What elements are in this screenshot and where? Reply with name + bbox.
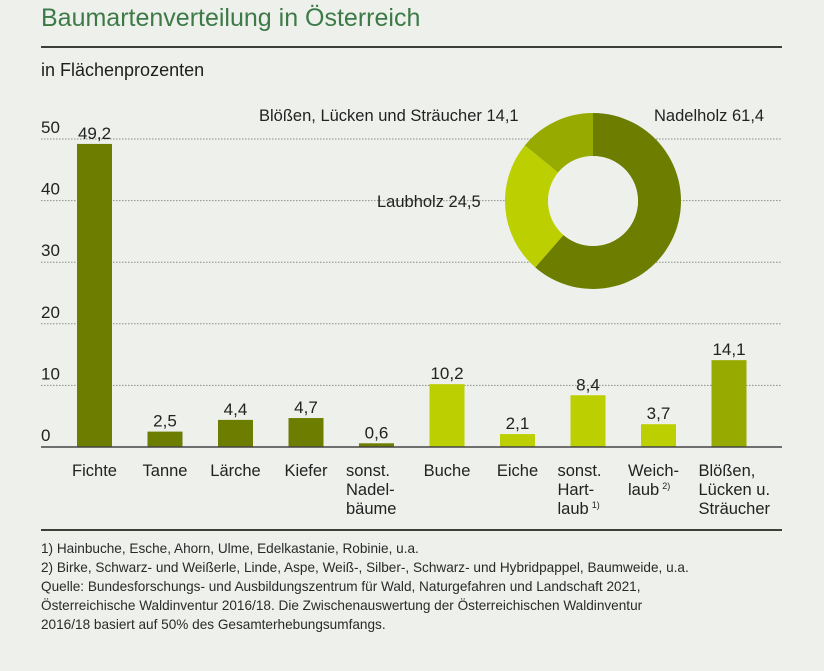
source-line-2: Österreichische Waldinventur 2016/18. Di…: [41, 598, 643, 613]
bar-value-label: 14,1: [712, 340, 745, 359]
bar-2: [218, 419, 253, 447]
x-category-label: Weich-: [628, 462, 679, 480]
x-category-label: laub 2): [628, 481, 670, 499]
bar-value-label: 49,2: [78, 124, 111, 143]
x-category-label: Sträucher: [699, 500, 771, 518]
bar-value-label: 3,7: [647, 404, 671, 423]
bar-value-label: 0,6: [365, 423, 389, 442]
x-category-label: Blößen,: [699, 462, 756, 480]
footnote-1: 1) Hainbuche, Esche, Ahorn, Ulme, Edelka…: [41, 541, 419, 556]
y-tick-label: 40: [41, 180, 60, 199]
bar-value-label: 10,2: [430, 364, 463, 383]
x-category-label: sonst.: [558, 462, 602, 480]
footnotes: 1) Hainbuche, Esche, Ahorn, Ulme, Edelka…: [41, 539, 689, 634]
bar-7: [570, 395, 606, 447]
y-tick-label: 20: [41, 303, 60, 322]
bar-3: [288, 418, 324, 447]
donut-label-laubholz: Laubholz 24,5: [377, 193, 481, 211]
chart-title: Baumartenverteilung in Österreich: [41, 4, 421, 32]
bar-1: [147, 431, 183, 447]
source-line-1: Quelle: Bundesforschungs- und Ausbildung…: [41, 579, 641, 594]
chart-subtitle: in Flächenprozenten: [41, 60, 205, 80]
donut-label-nadelholz: Nadelholz 61,4: [654, 107, 764, 125]
donut-slice-laubholz: [505, 145, 564, 268]
x-category-label: Nadel-: [346, 481, 395, 499]
bar-value-label: 4,4: [224, 400, 248, 419]
bar-value-label: 4,7: [294, 398, 318, 417]
bar-value-label: 2,5: [153, 412, 177, 431]
y-tick-label: 0: [41, 426, 50, 445]
footnote-marker: 2): [662, 481, 670, 491]
x-category-label: sonst.: [346, 462, 390, 480]
donut-slice-bloessen: [524, 113, 593, 173]
bar-5: [429, 384, 465, 447]
footer-divider: [41, 529, 782, 531]
bar-0: [77, 143, 112, 448]
x-category-label: laub 1): [558, 500, 600, 518]
x-category-label: Fichte: [72, 462, 117, 480]
source-line-3: 2016/18 basiert auf 50% des Gesamterhebu…: [41, 617, 386, 632]
x-category-label: Lücken u.: [699, 481, 771, 499]
bar-value-label: 2,1: [506, 414, 530, 433]
donut-hole: [548, 156, 638, 246]
footnote-2: 2) Birke, Schwarz- und Weißerle, Linde, …: [41, 560, 689, 575]
y-tick-label: 10: [41, 364, 60, 383]
footnote-marker: 1): [592, 500, 600, 510]
x-category-label: Buche: [424, 462, 471, 480]
x-category-label: Kiefer: [284, 462, 328, 480]
bar-4: [359, 443, 394, 447]
y-tick-label: 30: [41, 241, 60, 260]
bar-value-label: 8,4: [576, 375, 600, 394]
x-category-label: Lärche: [210, 462, 260, 480]
bar-8: [641, 424, 676, 447]
y-tick-label: 50: [41, 118, 60, 137]
title-divider: [41, 46, 782, 48]
x-category-label: Hart-: [558, 481, 595, 499]
donut-label-bloessen: Blößen, Lücken und Sträucher 14,1: [259, 107, 519, 125]
donut-slice-nadelholz: [535, 113, 682, 290]
x-category-label: Eiche: [497, 462, 538, 480]
bar-6: [500, 434, 535, 447]
x-category-label: Tanne: [143, 462, 188, 480]
x-category-label: bäume: [346, 500, 396, 518]
bar-9: [711, 360, 747, 447]
